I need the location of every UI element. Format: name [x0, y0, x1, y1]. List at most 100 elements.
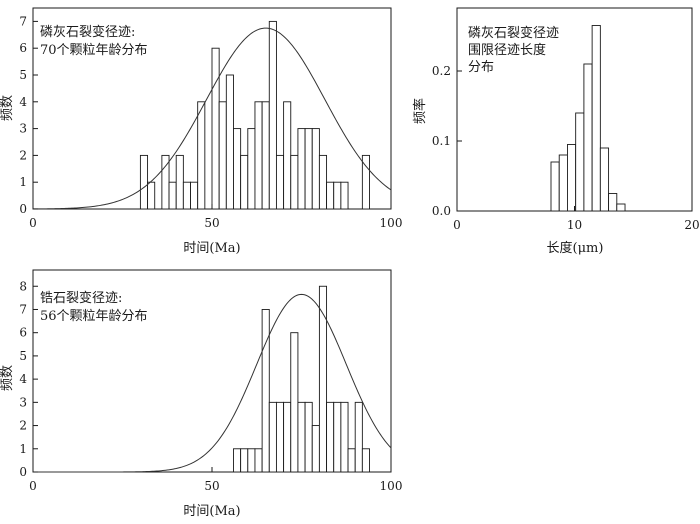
apatite-age-bar-16	[254, 101, 263, 210]
apatite-age-bar-5	[175, 154, 184, 210]
apatite-age-bar-23	[304, 128, 313, 210]
apatite-age-y-tick-label-5: 5	[19, 68, 27, 82]
zircon-age-bar-2	[247, 448, 256, 473]
track-length-x-tick-label-0: 0	[453, 218, 461, 232]
apatite-age-panel: 磷灰石裂变径迹: 70个颗粒年龄分布 时间(Ma) 频数 0 50 100 0 1 2 3 4…	[0, 7, 403, 256]
apatite-age-bar-8	[197, 101, 206, 210]
zircon-age-annotation: 锆石裂变径迹: 56个颗粒年龄分布	[40, 290, 148, 324]
track-length-bar-6	[599, 147, 610, 212]
zircon-age-bar-9	[297, 401, 306, 473]
apatite-age-y-tick-label-6: 6	[19, 41, 27, 55]
zircon-age-x-tick-label-2: 100	[380, 479, 403, 493]
track-length-y-tick-label-2: 0.2	[432, 64, 451, 78]
track-length-bars	[550, 25, 626, 212]
track-length-x-tick-label-1: 10	[567, 218, 582, 232]
zircon-age-fit-curve	[33, 293, 392, 473]
apatite-age-bar-13	[233, 128, 242, 210]
zircon-age-annotation-line-2: 56个颗粒年龄分布	[40, 309, 148, 324]
zircon-age-y-tick-label-2: 2	[19, 419, 27, 433]
apatite-age-bar-6	[182, 181, 191, 210]
apatite-age-bar-1	[147, 181, 156, 210]
apatite-age-x-tick-label-0: 0	[29, 216, 37, 230]
zircon-age-x-tick-label-1: 50	[204, 479, 219, 493]
apatite-age-bar-0	[139, 154, 149, 210]
zircon-age-bar-15	[340, 401, 349, 473]
apatite-age-y-tick-label-4: 4	[19, 95, 27, 109]
zircon-age-bar-0	[233, 448, 242, 473]
apatite-age-bar-14	[240, 154, 249, 210]
track-length-annotation: 磷灰石裂变径迹 围限径迹长度 分布	[468, 25, 559, 75]
apatite-age-y-tick-label-1: 1	[19, 175, 27, 189]
apatite-age-y-tick-label-2: 2	[19, 148, 27, 162]
track-length-y-tick-label-1: 0.1	[432, 134, 451, 148]
track-length-bar-4	[583, 63, 593, 212]
zircon-age-bar-3	[254, 448, 263, 473]
track-length-annotation-line-1: 磷灰石裂变径迹	[468, 25, 559, 41]
apatite-age-bar-15	[247, 128, 256, 210]
apatite-age-bars	[139, 20, 370, 210]
zircon-age-bar-17	[354, 401, 363, 473]
apatite-age-bar-17	[261, 101, 270, 210]
apatite-age-bar-22	[297, 128, 306, 210]
track-length-x-axis-label: 长度(μm)	[547, 240, 604, 256]
apatite-age-bar-10	[211, 47, 220, 210]
track-length-annotation-line-3: 分布	[468, 60, 494, 75]
track-length-annotation-line-2: 围限径迹长度	[468, 42, 546, 58]
apatite-age-y-tick-label-7: 7	[19, 14, 27, 28]
apatite-age-annotation: 磷灰石裂变径迹: 70个颗粒年龄分布	[40, 24, 148, 58]
zircon-age-bar-6	[275, 401, 285, 473]
zircon-age-bar-7	[283, 401, 292, 473]
zircon-age-annotation-line-1: 锆石裂变径迹:	[40, 290, 122, 306]
zircon-age-panel: 锆石裂变径迹: 56个颗粒年龄分布 时间(Ma) 频数 0 50 100 0 1 2 3 4 5…	[0, 269, 403, 519]
apatite-age-bar-25	[318, 154, 328, 210]
track-length-bar-2	[567, 144, 577, 212]
zircon-age-y-tick-label-6: 6	[19, 326, 27, 340]
track-length-bar-0	[550, 161, 560, 212]
zircon-age-y-tick-label-0: 0	[19, 465, 27, 479]
apatite-age-bar-31	[361, 154, 370, 210]
track-length-y-tick-label-0: 0.0	[432, 204, 451, 218]
apatite-age-bar-20	[283, 101, 292, 210]
apatite-age-bar-11	[218, 101, 227, 210]
track-length-bar-5	[591, 25, 601, 212]
track-length-panel: 磷灰石裂变径迹 围限径迹长度 分布 长度(μm) 频率 0 10 20 0.0 0.1 0…	[412, 7, 700, 256]
zircon-age-bar-4	[261, 309, 270, 473]
apatite-age-annotation-line-1: 磷灰石裂变径迹:	[40, 24, 135, 40]
track-length-bar-8	[616, 203, 626, 212]
apatite-age-y-tick-label-3: 3	[19, 122, 27, 136]
zircon-age-y-tick-label-5: 5	[19, 349, 27, 363]
apatite-age-fit-curve	[32, 27, 392, 210]
zircon-age-x-tick-label-0: 0	[29, 479, 37, 493]
zircon-age-bar-13	[326, 401, 335, 473]
zircon-age-y-axis-label: 频数	[0, 365, 15, 391]
track-length-bar-7	[608, 193, 618, 212]
zircon-age-bar-14	[333, 401, 342, 473]
zircon-age-bar-5	[268, 401, 277, 473]
apatite-age-bar-7	[190, 181, 199, 210]
apatite-age-x-axis-label: 时间(Ma)	[183, 241, 240, 256]
apatite-age-bar-12	[225, 74, 234, 210]
zircon-age-bar-8	[290, 332, 299, 473]
zircon-age-bar-11	[311, 425, 320, 473]
zircon-age-y-tick-label-3: 3	[19, 395, 27, 409]
apatite-age-bar-27	[333, 181, 342, 210]
track-length-y-axis-label: 频率	[412, 98, 428, 124]
apatite-age-y-tick-label-0: 0	[19, 202, 27, 216]
apatite-age-bar-21	[290, 154, 299, 210]
apatite-age-y-axis-label: 频数	[0, 95, 15, 121]
zircon-age-bar-16	[347, 448, 356, 473]
apatite-age-bar-18	[268, 20, 277, 210]
apatite-age-x-tick-label-2: 100	[380, 216, 403, 230]
zircon-age-bar-12	[318, 285, 328, 473]
apatite-age-bar-24	[311, 128, 320, 210]
apatite-age-bar-4	[168, 181, 177, 210]
track-length-bar-1	[558, 154, 568, 212]
zircon-age-bar-18	[361, 448, 370, 473]
apatite-age-x-tick-label-1: 50	[204, 216, 219, 230]
zircon-age-y-tick-label-7: 7	[19, 302, 27, 316]
apatite-age-bar-19	[275, 154, 285, 210]
zircon-age-x-axis-label: 时间(Ma)	[183, 504, 240, 519]
zircon-age-y-tick-label-8: 8	[19, 279, 27, 293]
zircon-age-bars	[233, 285, 370, 473]
